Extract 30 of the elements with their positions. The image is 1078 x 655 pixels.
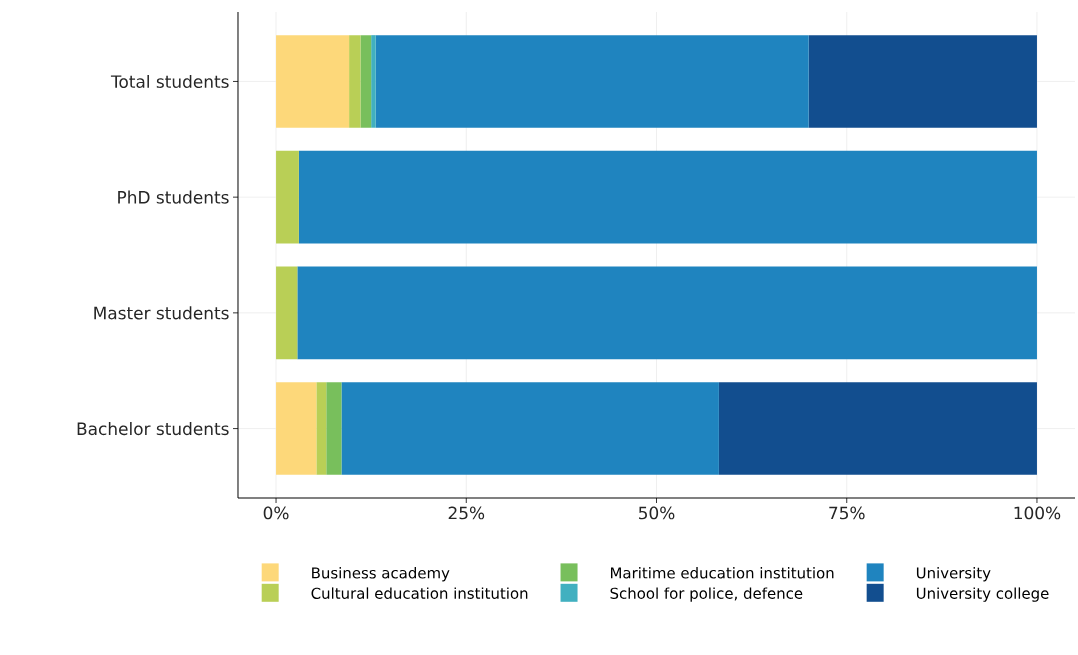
legend-label: School for police, defence xyxy=(610,587,803,602)
x-tick-label: 50% xyxy=(638,506,675,520)
x-tick-label: 0% xyxy=(263,506,289,520)
bar xyxy=(276,35,350,128)
bar xyxy=(718,382,1037,475)
y-tick-label: Master students xyxy=(94,306,229,320)
legend-label: University college xyxy=(916,587,1049,602)
legend-label: University xyxy=(916,566,991,582)
bar xyxy=(375,35,809,128)
bar xyxy=(316,382,327,475)
y-tick-label: Bachelor students xyxy=(77,422,229,436)
bar xyxy=(360,35,372,128)
x-tick-label: 25% xyxy=(448,506,485,520)
bar xyxy=(276,382,317,475)
bar xyxy=(341,382,719,475)
legend-label: Business academy xyxy=(312,566,450,582)
bar xyxy=(276,150,299,244)
bar xyxy=(326,382,342,475)
bar xyxy=(276,266,298,360)
bar xyxy=(297,266,1037,360)
x-tick-label: 75% xyxy=(829,506,865,520)
x-tick-label: 100% xyxy=(1014,506,1061,520)
bar xyxy=(298,150,1037,244)
bar xyxy=(371,35,376,128)
legend-label: Maritime education institution xyxy=(611,566,834,579)
legend-label: Cultural education institution xyxy=(311,587,528,599)
bar xyxy=(349,35,361,128)
y-tick-label: PhD students xyxy=(118,190,229,204)
y-tick-label: Total students xyxy=(110,74,229,88)
bar xyxy=(808,35,1037,128)
